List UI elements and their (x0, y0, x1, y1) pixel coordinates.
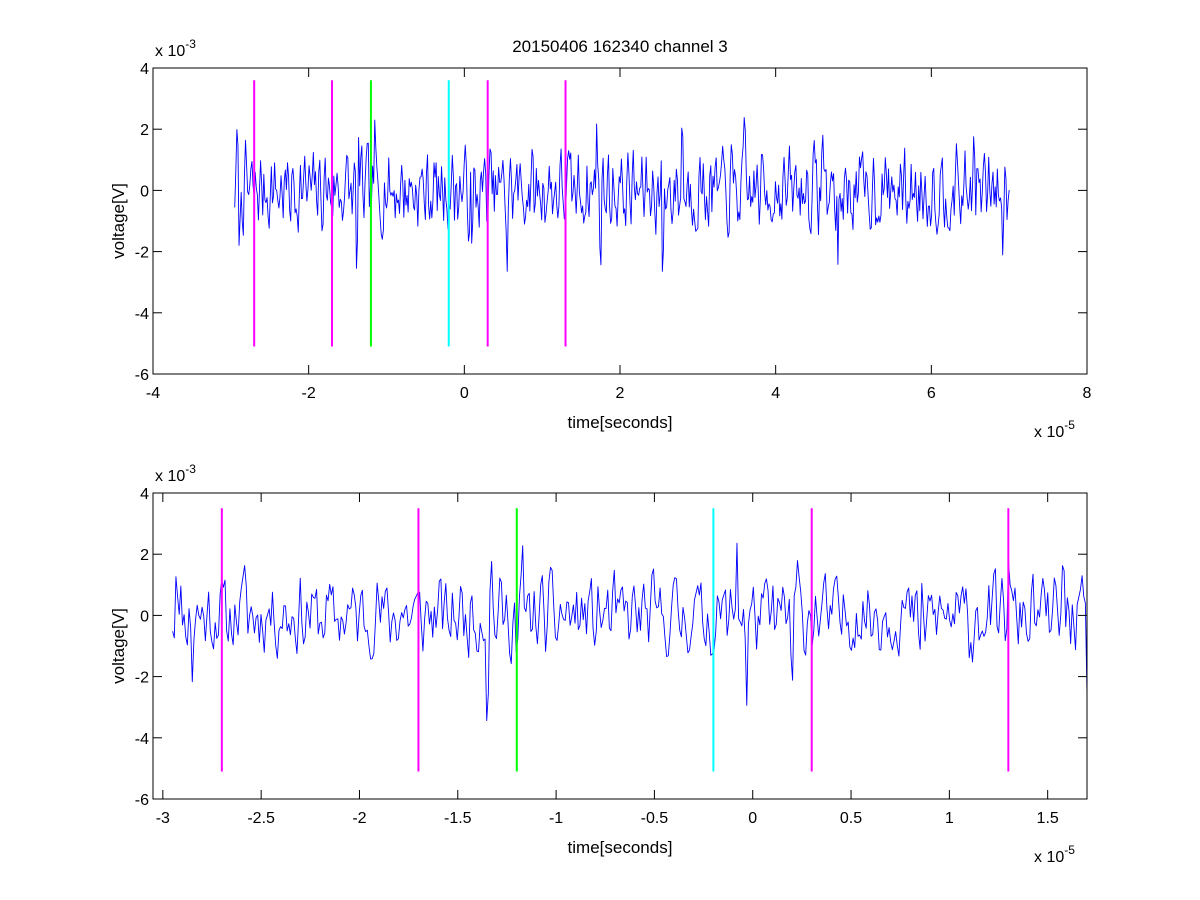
top-series-layer (234, 117, 1010, 272)
bottom-x-multiplier: x 10-5 (1034, 843, 1075, 866)
top-ytick-label: -4 (135, 306, 149, 323)
bottom-xticks: -3 -2.5 -2 -1.5 -1 -0.5 0 0.5 1 1.5 (156, 493, 1059, 827)
top-ytick-label: 0 (140, 183, 149, 200)
top-xtick-label: 0 (460, 385, 469, 402)
bottom-yticks: -6 -4 -2 0 2 4 (135, 486, 1087, 809)
bottom-axes-box (152, 492, 1088, 800)
bottom-y-multiplier: x 10-3 (155, 462, 196, 485)
bottom-ytick-label: -2 (135, 670, 149, 687)
bottom-series-layer (172, 542, 1088, 722)
bottom-xtick-label: -0.5 (641, 810, 669, 827)
top-ytick-label: -6 (135, 367, 149, 384)
bottom-xtick-label: -1.5 (444, 810, 472, 827)
bottom-ytick-label: -6 (135, 792, 149, 809)
top-ytick-label: 2 (140, 122, 149, 139)
top-y-multiplier: x 10-3 (155, 37, 196, 60)
bottom-xtick-label: 1 (945, 810, 954, 827)
top-xtick-label: 4 (771, 385, 780, 402)
bottom-ytick-label: 4 (140, 486, 149, 503)
bottom-xlabel: time[seconds] (568, 838, 673, 857)
top-xlabel: time[seconds] (568, 413, 673, 432)
bottom-xtick-label: 1.5 (1037, 810, 1059, 827)
bottom-xtick-label: -2.5 (247, 810, 275, 827)
top-xtick-label: -2 (302, 385, 316, 402)
bottom-marker-layer (220, 508, 1010, 772)
top-yticks: -6 -4 -2 0 2 4 (135, 61, 1087, 384)
top-ytick-label: -2 (135, 245, 149, 262)
bottom-xtick-label: 0 (748, 810, 757, 827)
bottom-ytick-label: 0 (140, 608, 149, 625)
top-xtick-label: 8 (1083, 385, 1092, 402)
top-xtick-label: -4 (146, 385, 160, 402)
bottom-xtick-label: -1 (549, 810, 563, 827)
bottom-xtick-label: -3 (156, 810, 170, 827)
bottom-subplot: -3 -2.5 -2 -1.5 -1 -0.5 0 0.5 1 1.5 -6 -4 -2 0 2 4 tim… (109, 462, 1088, 866)
top-marker-layer (253, 80, 567, 347)
top-xtick-label: 6 (927, 385, 936, 402)
top-ytick-label: 4 (140, 61, 149, 78)
bottom-ylabel: voltage[V] (109, 608, 128, 684)
top-signal-line-0 (234, 117, 1010, 272)
top-ylabel: voltage[V] (109, 183, 128, 259)
bottom-ytick-label: 2 (140, 547, 149, 564)
bottom-signal-line-0 (172, 542, 1088, 722)
figure-title: 20150406 162340 channel 3 (512, 37, 728, 56)
top-xticks: -4 -2 0 2 4 6 8 (146, 68, 1092, 402)
bottom-ytick-label: -4 (135, 731, 149, 748)
bottom-xtick-label: 0.5 (840, 810, 862, 827)
top-x-multiplier: x 10-5 (1034, 418, 1075, 441)
top-xtick-label: 2 (616, 385, 625, 402)
bottom-xtick-label: -2 (352, 810, 366, 827)
